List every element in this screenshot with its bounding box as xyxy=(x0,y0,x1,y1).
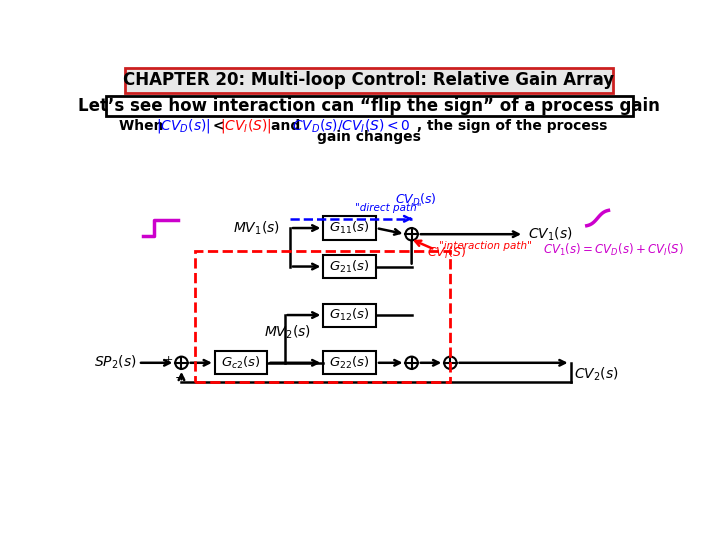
Text: $MV_1(s)$: $MV_1(s)$ xyxy=(233,219,280,237)
Bar xyxy=(106,96,632,116)
Text: $|CV_D(s)|$: $|CV_D(s)|$ xyxy=(156,117,210,136)
Text: When: When xyxy=(120,119,168,133)
Text: CHAPTER 20: Multi-loop Control: Relative Gain Array: CHAPTER 20: Multi-loop Control: Relative… xyxy=(123,71,615,89)
Text: $CV_1(s) = CV_D(s) + CV_I(S)$: $CV_1(s) = CV_D(s) + CV_I(S)$ xyxy=(544,241,684,258)
Bar xyxy=(323,303,376,327)
Text: $G_{c2}(s)$: $G_{c2}(s)$ xyxy=(221,355,261,371)
Text: $G_{21}(s)$: $G_{21}(s)$ xyxy=(329,259,370,275)
Circle shape xyxy=(175,356,188,369)
Text: $MV_2(s)$: $MV_2(s)$ xyxy=(264,323,311,341)
Bar xyxy=(215,351,267,374)
Text: and: and xyxy=(271,119,305,133)
Bar xyxy=(194,251,451,382)
Text: $CV_D(s)/CV_I(S) < 0$: $CV_D(s)/CV_I(S) < 0$ xyxy=(292,118,410,135)
Text: , the sign of the process: , the sign of the process xyxy=(412,119,607,133)
Circle shape xyxy=(405,228,418,240)
Bar xyxy=(323,217,376,240)
Text: "interaction path": "interaction path" xyxy=(438,241,531,251)
Text: $G_{12}(s)$: $G_{12}(s)$ xyxy=(329,307,370,323)
Circle shape xyxy=(444,356,456,369)
Text: "direct path": "direct path" xyxy=(355,202,422,213)
Text: $G_{11}(s)$: $G_{11}(s)$ xyxy=(329,220,370,236)
Text: $G_{22}(s)$: $G_{22}(s)$ xyxy=(329,355,370,371)
Text: Let’s see how interaction can “flip the sign” of a process gain: Let’s see how interaction can “flip the … xyxy=(78,97,660,114)
Text: $|CV_I(S)|$: $|CV_I(S)|$ xyxy=(220,117,272,136)
Circle shape xyxy=(405,356,418,369)
Text: $SP_2(s)$: $SP_2(s)$ xyxy=(94,354,137,372)
Text: $CV_I(S)$: $CV_I(S)$ xyxy=(427,245,466,261)
Bar xyxy=(323,255,376,278)
Text: $-$: $-$ xyxy=(174,370,186,383)
Text: <: < xyxy=(208,119,229,133)
Text: $CV_2(s)$: $CV_2(s)$ xyxy=(575,366,619,383)
Text: $CV_D(s)$: $CV_D(s)$ xyxy=(395,192,436,207)
Text: $CV_1(s)$: $CV_1(s)$ xyxy=(528,226,572,243)
Text: gain changes: gain changes xyxy=(317,130,421,144)
Text: $+$: $+$ xyxy=(163,354,173,365)
Bar xyxy=(125,68,613,92)
Bar xyxy=(323,351,376,374)
